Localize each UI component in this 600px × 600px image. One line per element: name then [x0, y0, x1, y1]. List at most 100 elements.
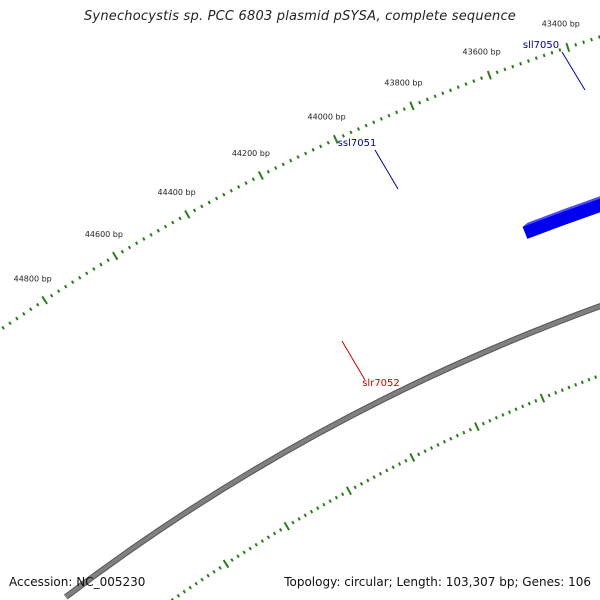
minor-tick [501, 413, 505, 417]
minor-tick [29, 307, 33, 312]
minor-tick [237, 185, 241, 189]
topology-label: Topology: [284, 575, 341, 589]
tick-label: 44200 bp [232, 149, 270, 158]
minor-tick [526, 59, 530, 63]
minor-tick [567, 385, 571, 390]
minor-tick [397, 462, 402, 466]
minor-tick [349, 130, 353, 135]
minor-tick [56, 289, 61, 293]
minor-tick [402, 107, 406, 111]
minor-tick [178, 216, 182, 221]
major-tick [41, 295, 48, 305]
minor-tick [106, 258, 110, 263]
minor-tick [527, 401, 531, 406]
backbone-layer [63, 303, 600, 600]
minor-tick [15, 316, 19, 321]
minor-tick [521, 404, 525, 409]
minor-tick [507, 410, 512, 414]
length-label: Length: [396, 575, 442, 589]
minor-tick [456, 85, 460, 89]
minor-tick [230, 558, 234, 562]
minor-tick [236, 554, 240, 559]
major-tick [486, 70, 492, 80]
minor-tick [418, 100, 422, 105]
minor-tick [364, 123, 368, 128]
accession-value: NC_005230 [76, 575, 146, 589]
minor-tick [244, 181, 248, 185]
minor-tick [472, 79, 476, 83]
backbone-line [64, 304, 600, 599]
minor-tick [534, 399, 538, 403]
minor-tick [156, 228, 160, 233]
minor-tick [341, 492, 345, 497]
map-title: Synechocystis sp. PCC 6803 plasmid pSYSA… [83, 9, 517, 24]
minor-tick [554, 390, 558, 395]
tick-label: 44400 bp [158, 188, 196, 197]
minor-tick [326, 140, 330, 145]
minor-tick [455, 433, 459, 438]
minor-tick [278, 527, 283, 532]
minor-tick [481, 421, 485, 426]
minor-tick [218, 565, 222, 570]
topology-value: circular [344, 575, 389, 589]
major-tick [332, 134, 339, 144]
minor-tick [229, 188, 233, 193]
minor-tick [404, 458, 408, 463]
minor-tick [379, 117, 383, 121]
minor-tick [429, 446, 434, 450]
minor-tick [378, 471, 383, 476]
minor-tick [272, 531, 277, 536]
labels-layer: sll7050 ssl7051 slr7052 [338, 40, 586, 389]
minor-tick [251, 177, 256, 182]
major-tick [409, 453, 416, 462]
minor-tick [85, 271, 89, 276]
tick-label: 44800 bp [14, 275, 52, 284]
minor-tick [322, 502, 326, 507]
major-tick [283, 521, 290, 531]
minor-tick [78, 275, 82, 280]
minor-tick [192, 208, 197, 213]
minor-tick [462, 430, 466, 435]
minor-tick [260, 539, 265, 543]
minor-tick [188, 585, 192, 590]
minor-tick [580, 380, 584, 385]
minor-tick [8, 321, 12, 326]
minor-tick [304, 151, 308, 156]
minor-tick [359, 482, 364, 486]
minor-tick [207, 200, 211, 205]
minor-tick [248, 546, 252, 551]
minor-tick [366, 478, 370, 483]
slr7052-label: slr7052 [362, 378, 400, 389]
ssl7051-label: ssl7051 [338, 138, 377, 149]
tick-label: 43400 bp [542, 20, 580, 29]
minor-tick [291, 520, 295, 525]
minor-tick [448, 88, 453, 93]
major-tick [222, 559, 230, 569]
genes-count-label: Genes: [522, 575, 565, 589]
minor-tick [542, 53, 546, 58]
minor-tick [70, 280, 75, 285]
minor-tick [488, 418, 492, 423]
minor-tick [341, 133, 345, 138]
minor-tick [1, 325, 5, 330]
minor-tick [99, 262, 103, 267]
minor-tick [547, 393, 551, 398]
minor-tick [63, 284, 68, 289]
accession-label: Accession: [9, 575, 73, 589]
major-tick [184, 210, 191, 219]
minor-tick [558, 48, 562, 52]
minor-tick [149, 232, 153, 237]
minor-tick [289, 158, 293, 163]
minor-tick [206, 573, 210, 578]
tick-label: 44000 bp [308, 112, 346, 121]
minor-tick [441, 91, 445, 96]
minor-tick [176, 593, 181, 598]
minor-tick [372, 120, 376, 125]
major-tick [409, 101, 415, 111]
minor-tick [35, 302, 40, 307]
minor-tick [464, 82, 468, 86]
minor-tick [480, 76, 484, 80]
minor-tick [212, 569, 216, 574]
